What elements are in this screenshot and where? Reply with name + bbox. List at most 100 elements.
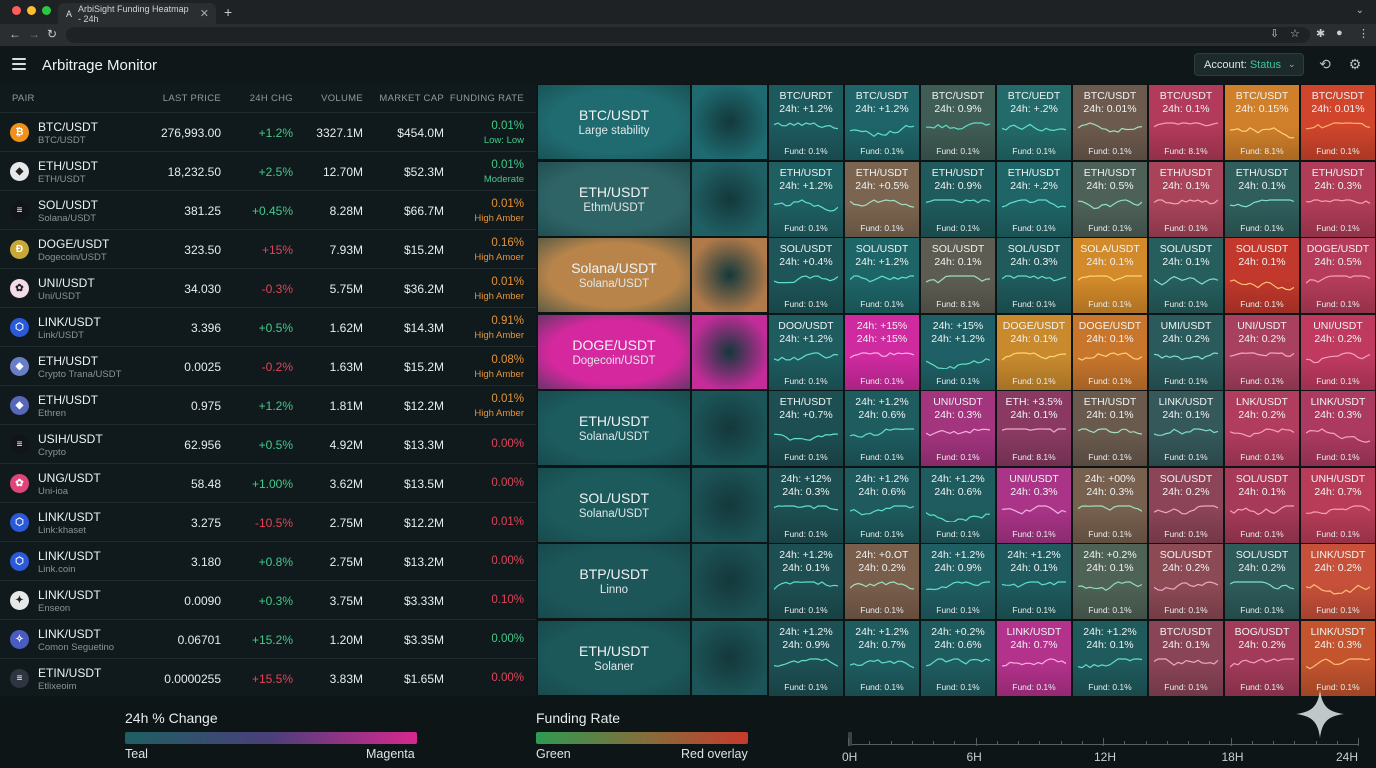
timeline-slider[interactable]: 0H 6H 12H 18H 24H xyxy=(842,726,1360,766)
table-row[interactable]: ≡ SOL/USDT Solana/USDT 381.25 +0.45% 8.28M $66… xyxy=(0,190,536,229)
profile-icon[interactable]: ● xyxy=(1336,27,1343,39)
heatmap-row-label[interactable]: BTC/USDT Large stability xyxy=(538,85,690,159)
heatmap-cell[interactable]: BTC/USDT 24h: 0.15% Fund: 8.1% xyxy=(1225,85,1299,160)
heatmap-cell[interactable]: LNK/USDT 24h: 0.2% Fund: 0.1% xyxy=(1225,391,1299,466)
heatmap-cell[interactable]: 24h: +15% 24h: +15% Fund: 0.1% xyxy=(845,314,919,390)
refresh-icon[interactable]: ⟲ xyxy=(1319,56,1331,72)
account-status-dropdown[interactable]: Account: Status ⌄ xyxy=(1194,53,1304,76)
heatmap-cell[interactable]: 24h: +15% 24h: +1.2% Fund: 0.1% xyxy=(921,314,995,390)
close-window-icon[interactable] xyxy=(12,6,21,15)
heatmap-cell[interactable]: SOL/USDT 24h: 0.1% Fund: 0.1% xyxy=(1225,467,1299,543)
table-row[interactable]: ✦ LINK/USDT Enseon 0.0090 +0.3% 3.75M $3.33M 0.… xyxy=(0,580,536,619)
heatmap-cell[interactable]: 24h: +0.2% 24h: 0.1% Fund: 0.1% xyxy=(1073,544,1147,619)
extensions-icon[interactable]: ✱ xyxy=(1316,28,1326,40)
heatmap-cell[interactable]: LINK/USDT 24h: 0.2% Fund: 0.1% xyxy=(1301,544,1375,619)
bookmark-star-icon[interactable]: ☆ xyxy=(1290,28,1300,40)
col-last-price[interactable]: LAST PRICE xyxy=(162,93,221,104)
heatmap-cell[interactable]: 24h: +0.2% 24h: 0.6% Fund: 0.1% xyxy=(921,620,995,696)
col-24h-change[interactable]: 24H CHG xyxy=(249,93,293,104)
heatmap-cell[interactable]: 24h: +1.2% 24h: 0.7% Fund: 0.1% xyxy=(845,620,919,696)
heatmap-cell[interactable]: UMI/USDT 24h: 0.2% Fund: 0.1% xyxy=(1149,314,1223,390)
table-row[interactable]: ◆ ETH/USDT Ethren 0.975 +1.2% 1.81M $12.2M 0.01… xyxy=(0,385,536,424)
heatmap-cell[interactable]: ETH/USDT 24h: 0.3% Fund: 0.1% xyxy=(1301,161,1375,237)
heatmap-cell[interactable]: SOL/USDT 24h: 0.2% Fund: 0.1% xyxy=(1225,544,1299,619)
heatmap-cell[interactable]: SOL/USDT 24h: 0.1% Fund: 0.1% xyxy=(1149,238,1223,313)
heatmap-cell[interactable]: ETH/USDT 24h: 0.1% Fund: 0.1% xyxy=(1149,161,1223,237)
table-row[interactable]: ✧ LINK/USDT Comon Seguetino 0.06701 +15.2% 1.… xyxy=(0,619,536,658)
heatmap-cell[interactable]: UNH/USDT 24h: 0.7% Fund: 0.1% xyxy=(1301,467,1375,543)
heatmap-cell[interactable]: ETH/USDT 24h: 0.1% Fund: 0.1% xyxy=(1225,161,1299,237)
heatmap-cell[interactable]: SOLA/USDT 24h: 0.1% Fund: 0.1% xyxy=(1073,238,1147,313)
reload-icon[interactable]: ↻ xyxy=(47,27,58,41)
browser-menu-icon[interactable]: ⋮ xyxy=(1358,28,1369,40)
heatmap-cell[interactable]: DOGE/USDT 24h: 0.1% Fund: 0.1% xyxy=(1073,314,1147,390)
heatmap-cell[interactable]: SOL/USDT 24h: 0.2% Fund: 0.1% xyxy=(1149,467,1223,543)
menu-hamburger-icon[interactable] xyxy=(12,58,26,70)
tab-search-chevron-icon[interactable]: ⌄ xyxy=(1355,5,1364,16)
table-row[interactable]: ◆ ETH/USDT ETH/USDT 18,232.50 +2.5% 12.70M $52… xyxy=(0,151,536,190)
heatmap-cell[interactable]: BTC/USDT 24h: 0.1% Fund: 0.1% xyxy=(1149,620,1223,696)
col-pair[interactable]: PAIR xyxy=(12,93,35,104)
heatmap-cell[interactable]: 24h: +1.2% 24h: 0.1% Fund: 0.1% xyxy=(1073,620,1147,696)
heatmap-cell[interactable]: BOG/USDT 24h: 0.2% Fund: 0.1% xyxy=(1225,620,1299,696)
gear-icon[interactable]: ⚙ xyxy=(1348,56,1362,72)
heatmap-cell[interactable]: BTC/UEDT 24h: +.2% Fund: 0.1% xyxy=(997,85,1071,160)
table-row[interactable]: ✿ UNI/USDT Uni/USDT 34.030 -0.3% 5.75M $36.2M 0… xyxy=(0,268,536,307)
heatmap-cell[interactable]: SOL/USDT 24h: 0.2% Fund: 0.1% xyxy=(1149,544,1223,619)
heatmap-cell[interactable]: LINK/USDT 24h: 0.3% Fund: 0.1% xyxy=(1301,620,1375,696)
heatmap-cell[interactable]: BTC/USDT 24h: 0.01% Fund: 0.1% xyxy=(1073,85,1147,160)
browser-tab[interactable]: A ArbiSight Funding Heatmap - 24h ✕ xyxy=(58,3,216,24)
address-bar[interactable] xyxy=(66,27,1310,43)
heatmap-cell[interactable]: SOL/USDT 24h: +0.4% Fund: 0.1% xyxy=(769,238,843,313)
heatmap-cell[interactable]: 24h: +1.2% 24h: 0.9% Fund: 0.1% xyxy=(921,544,995,619)
heatmap-cell[interactable]: ETH/USDT 24h: 0.1% Fund: 0.1% xyxy=(1073,391,1147,466)
heatmap-cell[interactable]: LINK/USDT 24h: 0.7% Fund: 0.1% xyxy=(997,620,1071,696)
download-icon[interactable]: ⇩ xyxy=(1270,28,1280,40)
table-row[interactable]: ⬡ LINK/USDT Link:khaset 3.275 -10.5% 2.75M $12… xyxy=(0,502,536,541)
maximize-window-icon[interactable] xyxy=(42,6,51,15)
table-row[interactable]: ⬡ LINK/USDT Link.coin 3.180 +0.8% 2.75M $13.2M… xyxy=(0,541,536,580)
heatmap-cell[interactable]: ETH/USDT 24h: +0.7% Fund: 0.1% xyxy=(769,391,843,466)
table-row[interactable]: ⬡ LINK/USDT Link/USDT 3.396 +0.5% 1.62M $14.3M… xyxy=(0,307,536,346)
heatmap-cell[interactable]: ETH/USDT 24h: +0.5% Fund: 0.1% xyxy=(845,161,919,237)
heatmap-cell[interactable]: BTC/USDT 24h: 0.9% Fund: 0.1% xyxy=(921,85,995,160)
heatmap-cell[interactable]: UNI/USDT 24h: 0.3% Fund: 0.1% xyxy=(997,467,1071,543)
col-funding-rate[interactable]: FUNDING RATE xyxy=(449,93,524,104)
heatmap-cell[interactable]: UNI/USDT 24h: 0.2% Fund: 0.1% xyxy=(1301,314,1375,390)
heatmap-cell[interactable]: 24h: +00% 24h: 0.3% Fund: 0.1% xyxy=(1073,467,1147,543)
heatmap-cell[interactable]: ETH/USDT 24h: 0.5% Fund: 0.1% xyxy=(1073,161,1147,237)
heatmap-cell[interactable]: DOGE/USDT 24h: 0.5% Fund: 0.1% xyxy=(1301,238,1375,313)
heatmap-cell[interactable]: LINK/USDT 24h: 0.1% Fund: 0.1% xyxy=(1149,391,1223,466)
heatmap-cell[interactable]: 24h: +1.2% 24h: 0.6% Fund: 0.1% xyxy=(845,391,919,466)
col-volume[interactable]: VOLUME xyxy=(321,93,363,104)
heatmap-row-label[interactable]: BTP/USDT Linno xyxy=(538,544,690,618)
heatmap-cell[interactable]: SOL/USDT 24h: 0.1% Fund: 8.1% xyxy=(921,238,995,313)
heatmap-cell[interactable]: SOL/USDT 24h: 0.1% Fund: 0.1% xyxy=(1225,238,1299,313)
heatmap-row-label[interactable]: Solana/USDT Solana/USDT xyxy=(538,238,690,312)
heatmap-cell[interactable]: DOGE/USDT 24h: 0.1% Fund: 0.1% xyxy=(997,314,1071,390)
minimize-window-icon[interactable] xyxy=(27,6,36,15)
heatmap-cell[interactable]: 24h: +0.OT 24h: 0.2% Fund: 0.1% xyxy=(845,544,919,619)
heatmap-cell[interactable]: 24h: +1.2% 24h: 0.6% Fund: 0.1% xyxy=(845,467,919,543)
table-row[interactable]: ≡ ETIN/USDT Etlixeoim 0.0000255 +15.5% 3.83M $… xyxy=(0,658,536,697)
forward-icon[interactable]: → xyxy=(28,27,40,41)
heatmap-cell[interactable]: BTC/USDT 24h: 0.1% Fund: 8.1% xyxy=(1149,85,1223,160)
heatmap-row-label[interactable]: SOL/USDT Solana/USDT xyxy=(538,467,690,542)
heatmap-row-label[interactable]: DOGE/USDT Dogecoin/USDT xyxy=(538,314,690,389)
table-row[interactable]: ≡ USIH/USDT Crypto 62.956 +0.5% 4.92M $13.3M 0.… xyxy=(0,424,536,463)
heatmap-cell[interactable]: ETH: +3.5% 24h: 0.1% Fund: 8.1% xyxy=(997,391,1071,466)
col-market-cap[interactable]: MARKET CAP xyxy=(379,93,444,104)
heatmap-cell[interactable]: 24h: +1.2% 24h: 0.1% Fund: 0.1% xyxy=(769,544,843,619)
heatmap-cell[interactable]: BTC/URDT 24h: +1.2% Fund: 0.1% xyxy=(769,85,843,160)
table-row[interactable]: Ð DOGE/USDT Dogecoin/USDT 323.50 +15% 7.93M $1… xyxy=(0,229,536,268)
heatmap-cell[interactable]: UNI/USDT 24h: 0.2% Fund: 0.1% xyxy=(1225,314,1299,390)
timeline-handle[interactable] xyxy=(848,732,852,746)
heatmap-row-label[interactable]: ETH/USDT Solana/USDT xyxy=(538,391,690,465)
heatmap-cell[interactable]: 24h: +1.2% 24h: 0.6% Fund: 0.1% xyxy=(921,467,995,543)
heatmap-cell[interactable]: BTC/USDT 24h: +1.2% Fund: 0.1% xyxy=(845,85,919,160)
table-row[interactable]: ◆ ETH/USDT Crypto Trana/USDT 0.0025 -0.2% 1.6… xyxy=(0,346,536,385)
heatmap-row-label[interactable]: ETH/USDT Solaner xyxy=(538,620,690,695)
heatmap-cell[interactable]: BTC/USDT 24h: 0.01% Fund: 0.1% xyxy=(1301,85,1375,160)
heatmap-cell[interactable]: SOL/USDT 24h: +1.2% Fund: 0.1% xyxy=(845,238,919,313)
new-tab-icon[interactable]: + xyxy=(224,4,233,20)
